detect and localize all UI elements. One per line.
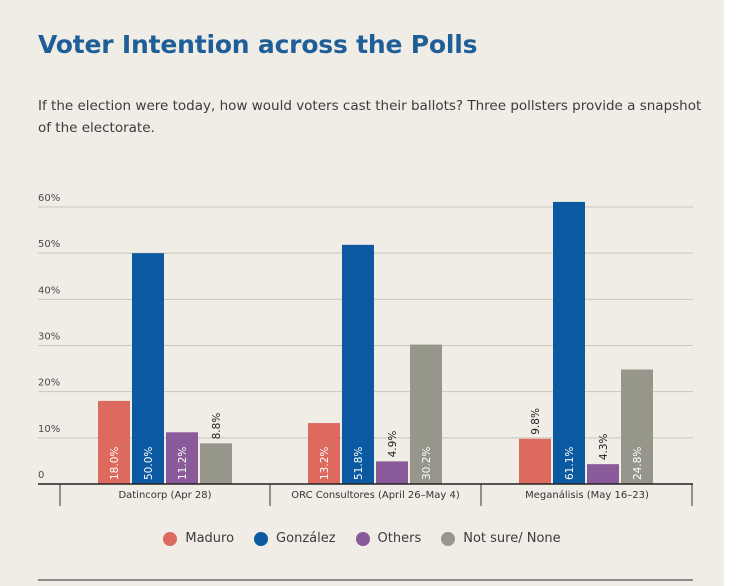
bar-not-sure-none xyxy=(410,344,442,484)
y-tick-label: 10% xyxy=(38,424,60,435)
data-label: 51.8% xyxy=(353,447,365,480)
bar-maduro xyxy=(308,423,340,484)
bar-others xyxy=(587,464,619,484)
chart-panel: Voter Intention across the Polls If the … xyxy=(0,0,724,586)
data-label: 61.1% xyxy=(564,447,576,480)
legend-label: González xyxy=(276,531,336,546)
bar-maduro xyxy=(98,400,130,484)
bar-others xyxy=(166,432,198,484)
y-tick-label: 20% xyxy=(38,378,60,389)
x-tick-label: Meganálisis (May 16–23) xyxy=(525,489,649,501)
bottom-divider xyxy=(38,579,693,581)
x-tick-label: ORC Consultores (April 26–May 4) xyxy=(291,490,460,501)
y-tick-label: 0 xyxy=(38,470,44,481)
legend-swatch xyxy=(355,531,370,546)
y-tick-label: 60% xyxy=(38,193,60,204)
legend-swatch xyxy=(163,531,178,546)
bar-maduro xyxy=(519,438,551,484)
bar-gonz-lez xyxy=(553,201,585,484)
legend-item: Not sure/ None xyxy=(441,531,561,546)
bar-not-sure-none xyxy=(200,443,232,484)
y-tick-label: 30% xyxy=(38,332,60,343)
x-tick-label: Datincorp (Apr 28) xyxy=(118,490,211,501)
bar-chart: 0 10% 20% 30% 40% 50% 60% 18.0% 50.0% 11.2% 8.8% 13… xyxy=(38,193,693,506)
chart-title: Voter Intention across the Polls xyxy=(38,30,478,59)
data-label: 18.0% xyxy=(109,447,121,480)
legend-item: Others xyxy=(355,531,422,546)
data-label: 9.8% xyxy=(530,408,542,435)
chart-subtitle: If the election were today, how would vo… xyxy=(38,98,702,136)
legend-label: Not sure/ None xyxy=(463,531,561,546)
bar-others xyxy=(376,461,408,484)
bar-not-sure-none xyxy=(621,369,653,484)
data-label: 13.2% xyxy=(319,447,331,480)
data-label: 4.9% xyxy=(387,431,399,458)
legend-label: Others xyxy=(377,531,422,546)
legend-swatch xyxy=(441,531,456,546)
data-label: 8.8% xyxy=(211,413,223,440)
bar-gonz-lez xyxy=(342,244,374,484)
legend-item: González xyxy=(254,531,336,546)
y-tick-label: 50% xyxy=(38,239,60,250)
data-label: 4.3% xyxy=(598,433,610,460)
data-label: 24.8% xyxy=(632,447,644,480)
chart-legend: Maduro González Others Not sure/ None xyxy=(0,531,724,546)
legend-item: Maduro xyxy=(163,531,234,546)
data-label: 30.2% xyxy=(421,447,433,480)
data-label: 50.0% xyxy=(143,447,155,480)
legend-label: Maduro xyxy=(185,531,235,546)
legend-swatch xyxy=(254,531,269,546)
data-label: 11.2% xyxy=(177,447,189,480)
bar-gonz-lez xyxy=(132,253,164,484)
y-tick-label: 40% xyxy=(38,285,60,296)
